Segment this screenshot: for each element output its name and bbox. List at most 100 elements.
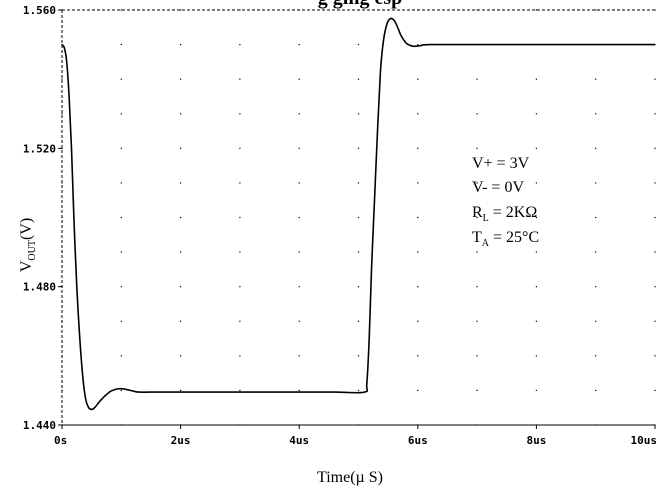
grid-dot: [417, 286, 419, 288]
grid-dot: [654, 251, 656, 253]
grid-dot: [535, 251, 537, 253]
grid-dot: [654, 182, 656, 184]
grid-dot: [298, 182, 300, 184]
grid-dot: [120, 355, 122, 357]
y-tick-label: 1.440: [23, 419, 56, 432]
axes: [58, 9, 656, 429]
annotation-ta: TA = 25°C: [472, 229, 539, 249]
grid-dot: [417, 389, 419, 392]
grid-dot: [180, 320, 182, 322]
grid-dot: [120, 113, 122, 115]
grid-dot: [357, 251, 360, 253]
grid-dot: [298, 43, 300, 46]
grid-dot: [61, 113, 63, 115]
grid-dot: [476, 286, 478, 288]
grid-dot: [357, 182, 360, 184]
grid-dot: [357, 78, 360, 80]
conditions-annotation: V+ = 3V V- = 0V RL = 2KΩ TA = 25°C: [472, 155, 539, 249]
series-line: [61, 17, 655, 411]
grid-dot: [180, 9, 182, 11]
grid-dot: [120, 78, 122, 80]
grid-dot: [239, 251, 241, 253]
x-tick-label: 10us: [631, 434, 658, 447]
y-tick-label: 1.560: [23, 4, 56, 17]
grid-dot: [357, 43, 360, 46]
grid-dot: [417, 43, 419, 46]
grid-dot: [654, 216, 656, 219]
grid-dot: [239, 216, 241, 219]
grid-dot: [120, 286, 122, 288]
grid-dot: [298, 216, 300, 219]
grid-dot: [476, 182, 478, 184]
x-tick-label: 8us: [526, 434, 546, 447]
y-axis-label: VOUT(V): [18, 218, 38, 272]
annotation-vminus: V- = 0V: [472, 179, 524, 196]
y-tick-label: 1.520: [23, 142, 56, 155]
grid-dot: [535, 182, 537, 184]
grid-dot: [120, 182, 122, 184]
grid-dot: [357, 355, 360, 357]
grid-dot: [180, 216, 182, 219]
grid-dot: [239, 286, 241, 288]
grid-dot: [417, 113, 419, 115]
grid-dot: [239, 78, 241, 80]
grid-dot: [120, 9, 122, 11]
grid-dot: [417, 147, 419, 149]
x-axis-label: Time(µ S): [317, 469, 383, 486]
grid-dot: [654, 286, 656, 288]
grid-dot: [120, 320, 122, 322]
grid-dot: [180, 286, 182, 288]
grid-dot: [239, 43, 241, 46]
grid-dot: [417, 78, 419, 80]
grid-dot: [298, 389, 300, 392]
grid-dot: [120, 147, 122, 149]
y-tick-label: 1.480: [23, 281, 56, 294]
grid-dot: [476, 389, 478, 392]
grid-dot: [654, 78, 656, 80]
grid-dot: [476, 320, 478, 322]
grid-dot: [180, 78, 182, 80]
grid-dot: [417, 320, 419, 322]
annotation-vplus: V+ = 3V: [472, 155, 530, 172]
grid-dot: [357, 147, 360, 149]
grid-dot: [595, 147, 597, 149]
grid-dot: [180, 251, 182, 253]
grid-dot: [357, 216, 360, 219]
grid-dot: [120, 216, 122, 219]
grid: [61, 9, 656, 426]
grid-dot: [298, 355, 300, 357]
grid-dot: [357, 389, 360, 392]
grid-dot: [417, 355, 419, 357]
grid-dot: [595, 78, 597, 80]
grid-dot: [476, 113, 478, 115]
grid-dot: [239, 355, 241, 357]
grid-dot: [120, 43, 122, 46]
x-tick-label: 6us: [408, 434, 428, 447]
x-tick-label: 0s: [54, 434, 67, 447]
grid-dot: [654, 147, 656, 149]
grid-dot: [535, 286, 537, 288]
grid-dot: [595, 9, 597, 11]
grid-dot: [595, 251, 597, 253]
grid-dot: [120, 251, 122, 253]
grid-dot: [595, 355, 597, 357]
grid-dot: [476, 251, 478, 253]
grid-dot: [298, 78, 300, 80]
grid-dot: [239, 182, 241, 184]
grid-dot: [180, 389, 182, 392]
grid-dot: [535, 216, 537, 219]
annotation-rl: RL = 2KΩ: [472, 204, 537, 224]
grid-dot: [180, 43, 182, 46]
grid-dot: [357, 320, 360, 322]
x-tick-label: 4us: [289, 434, 309, 447]
grid-dot: [298, 320, 300, 322]
grid-dot: [357, 113, 360, 115]
grid-dot: [239, 320, 241, 322]
grid-dot: [180, 182, 182, 184]
grid-dot: [180, 355, 182, 357]
grid-dot: [654, 320, 656, 322]
grid-dot: [239, 113, 241, 115]
y-axis-label-unit: (V): [18, 218, 35, 240]
grid-dot: [476, 216, 478, 219]
